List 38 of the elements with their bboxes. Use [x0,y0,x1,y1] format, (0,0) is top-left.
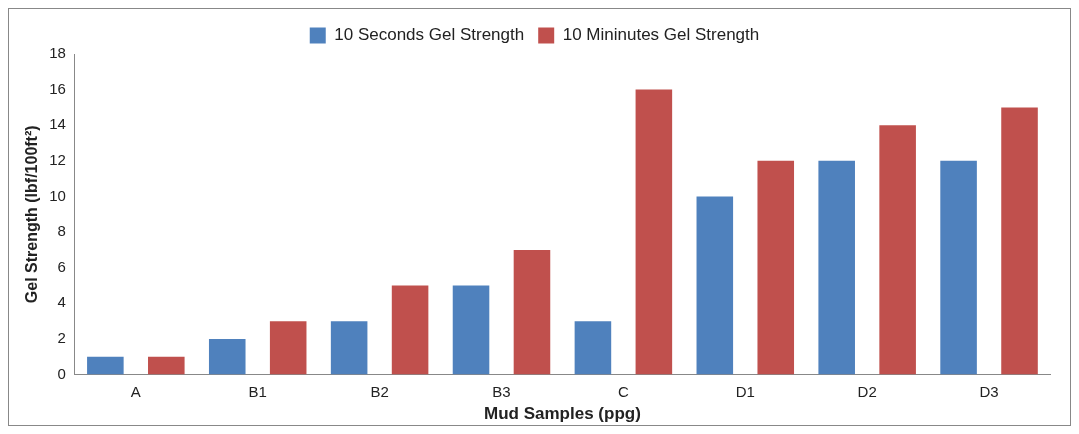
x-tick-label: B3 [492,382,511,400]
bar [757,160,795,375]
y-tick-label: 16 [49,79,66,97]
y-axis-title: Gel Strength (lbf/100ft²) [23,125,41,304]
bar [574,321,612,375]
y-tick-label: 8 [57,222,66,240]
y-tick-label: 6 [57,257,66,275]
bar [635,89,673,375]
bar [330,321,368,375]
y-tick-label: 10 [49,186,66,204]
y-tick-label: 14 [49,115,66,133]
bar [1001,107,1038,375]
x-axis-title: Mud Samples (ppg) [484,404,641,424]
legend-label: 10 Seconds Gel Strength [334,25,525,45]
y-tick-label: 4 [57,293,66,311]
bar [696,196,734,375]
y-tick-label: 12 [49,151,66,169]
x-tick-label: B1 [248,382,267,400]
x-tick-label: A [130,382,141,400]
x-tick-label: D2 [857,382,877,400]
y-tick-label: 2 [57,329,66,347]
x-tick-label: D3 [979,382,999,400]
bar [208,338,246,375]
y-tick-label: 0 [57,364,66,382]
bar [940,160,977,375]
bar [87,356,124,375]
x-tick-label: B2 [370,382,389,400]
bar [513,249,551,375]
bar [148,356,185,375]
bar [269,321,307,375]
bar [818,160,855,375]
bar [452,285,490,375]
bar [879,125,916,375]
bar [391,285,429,375]
legend-label: 10 Mininutes Gel Strength [562,25,760,45]
x-tick-label: C [617,382,629,400]
y-tick-label: 18 [49,44,66,62]
x-tick-label: D1 [735,382,755,400]
